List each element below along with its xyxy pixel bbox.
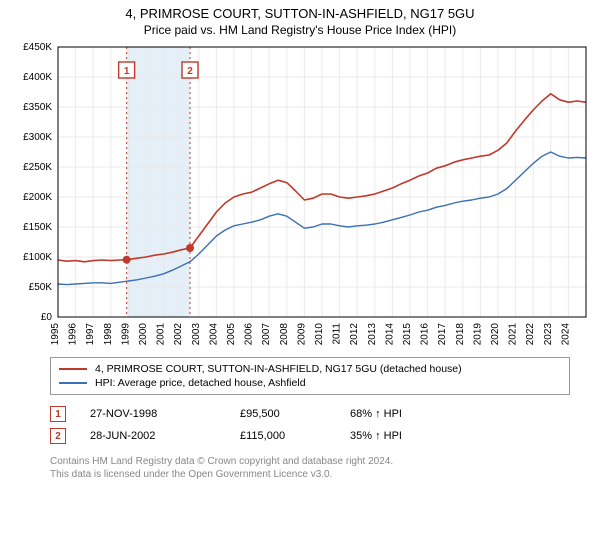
y-tick-label: £200K <box>23 192 52 203</box>
x-tick-label: 2005 <box>226 323 237 346</box>
x-tick-label: 2010 <box>314 323 325 346</box>
chart-title-line2: Price paid vs. HM Land Registry's House … <box>10 23 590 37</box>
x-tick-label: 2015 <box>402 323 413 346</box>
y-tick-label: £300K <box>23 132 52 143</box>
x-tick-label: 1997 <box>85 323 96 346</box>
footer-line2: This data is licensed under the Open Gov… <box>50 468 590 481</box>
y-tick-label: £0 <box>41 312 53 323</box>
legend-item: HPI: Average price, detached house, Ashf… <box>59 376 561 390</box>
y-tick-label: £150K <box>23 222 52 233</box>
y-tick-label: £450K <box>23 42 52 53</box>
x-tick-label: 2007 <box>261 323 272 346</box>
footer: Contains HM Land Registry data © Crown c… <box>50 455 590 481</box>
legend-label: 4, PRIMROSE COURT, SUTTON-IN-ASHFIELD, N… <box>95 363 462 375</box>
x-tick-label: 2004 <box>208 323 219 346</box>
y-tick-label: £400K <box>23 72 52 83</box>
transaction-date: 28-JUN-2002 <box>90 430 240 442</box>
x-tick-label: 2011 <box>332 323 343 345</box>
transaction-delta: 68% ↑ HPI <box>350 408 460 420</box>
vline-badge: 1 <box>124 66 130 77</box>
transaction-row: 1 27-NOV-1998£95,50068% ↑ HPI <box>50 403 570 425</box>
transaction-marker <box>123 256 131 264</box>
x-tick-label: 2017 <box>437 323 448 346</box>
x-tick-label: 2021 <box>508 323 519 346</box>
x-tick-label: 2020 <box>490 323 501 346</box>
y-tick-label: £250K <box>23 162 52 173</box>
x-tick-label: 2022 <box>525 323 536 346</box>
x-tick-label: 2023 <box>543 323 554 346</box>
transaction-row: 2 28-JUN-2002£115,00035% ↑ HPI <box>50 425 570 447</box>
x-tick-label: 2008 <box>279 323 290 346</box>
transaction-badge: 2 <box>50 428 66 444</box>
legend: 4, PRIMROSE COURT, SUTTON-IN-ASHFIELD, N… <box>50 357 570 395</box>
x-tick-label: 2009 <box>296 323 307 346</box>
transaction-date: 27-NOV-1998 <box>90 408 240 420</box>
x-tick-label: 2001 <box>156 323 167 346</box>
vline-badge: 2 <box>187 66 193 77</box>
y-tick-label: £350K <box>23 102 52 113</box>
x-tick-label: 2016 <box>420 323 431 346</box>
x-tick-label: 2024 <box>560 323 571 346</box>
x-tick-label: 2006 <box>244 323 255 346</box>
x-tick-label: 1998 <box>103 323 114 346</box>
footer-line1: Contains HM Land Registry data © Crown c… <box>50 455 590 468</box>
y-tick-label: £100K <box>23 252 52 263</box>
x-tick-label: 1996 <box>68 323 79 346</box>
x-tick-label: 1995 <box>50 323 61 346</box>
y-tick-label: £50K <box>29 282 53 293</box>
legend-swatch <box>59 382 87 384</box>
x-tick-label: 2000 <box>138 323 149 346</box>
x-tick-label: 2002 <box>173 323 184 346</box>
transactions-table: 1 27-NOV-1998£95,50068% ↑ HPI 2 28-JUN-2002… <box>50 403 570 447</box>
x-tick-label: 2013 <box>367 323 378 346</box>
x-tick-label: 1999 <box>120 323 131 346</box>
transaction-marker <box>186 244 194 252</box>
legend-label: HPI: Average price, detached house, Ashf… <box>95 377 306 389</box>
line-chart: £0 £50K £100K £150K £200K £250K £300K £350K £400… <box>10 41 590 351</box>
chart-area: £0 £50K £100K £150K £200K £250K £300K £350K £400… <box>10 41 590 351</box>
x-tick-label: 2003 <box>191 323 202 346</box>
chart-title-line1: 4, PRIMROSE COURT, SUTTON-IN-ASHFIELD, N… <box>10 6 590 21</box>
transaction-badge: 1 <box>50 406 66 422</box>
transaction-price: £115,000 <box>240 430 350 442</box>
legend-swatch <box>59 368 87 370</box>
x-tick-label: 2014 <box>384 323 395 346</box>
x-tick-label: 2019 <box>472 323 483 346</box>
transaction-delta: 35% ↑ HPI <box>350 430 460 442</box>
legend-item: 4, PRIMROSE COURT, SUTTON-IN-ASHFIELD, N… <box>59 362 561 376</box>
transaction-price: £95,500 <box>240 408 350 420</box>
x-tick-label: 2012 <box>349 323 360 346</box>
x-tick-label: 2018 <box>455 323 466 346</box>
